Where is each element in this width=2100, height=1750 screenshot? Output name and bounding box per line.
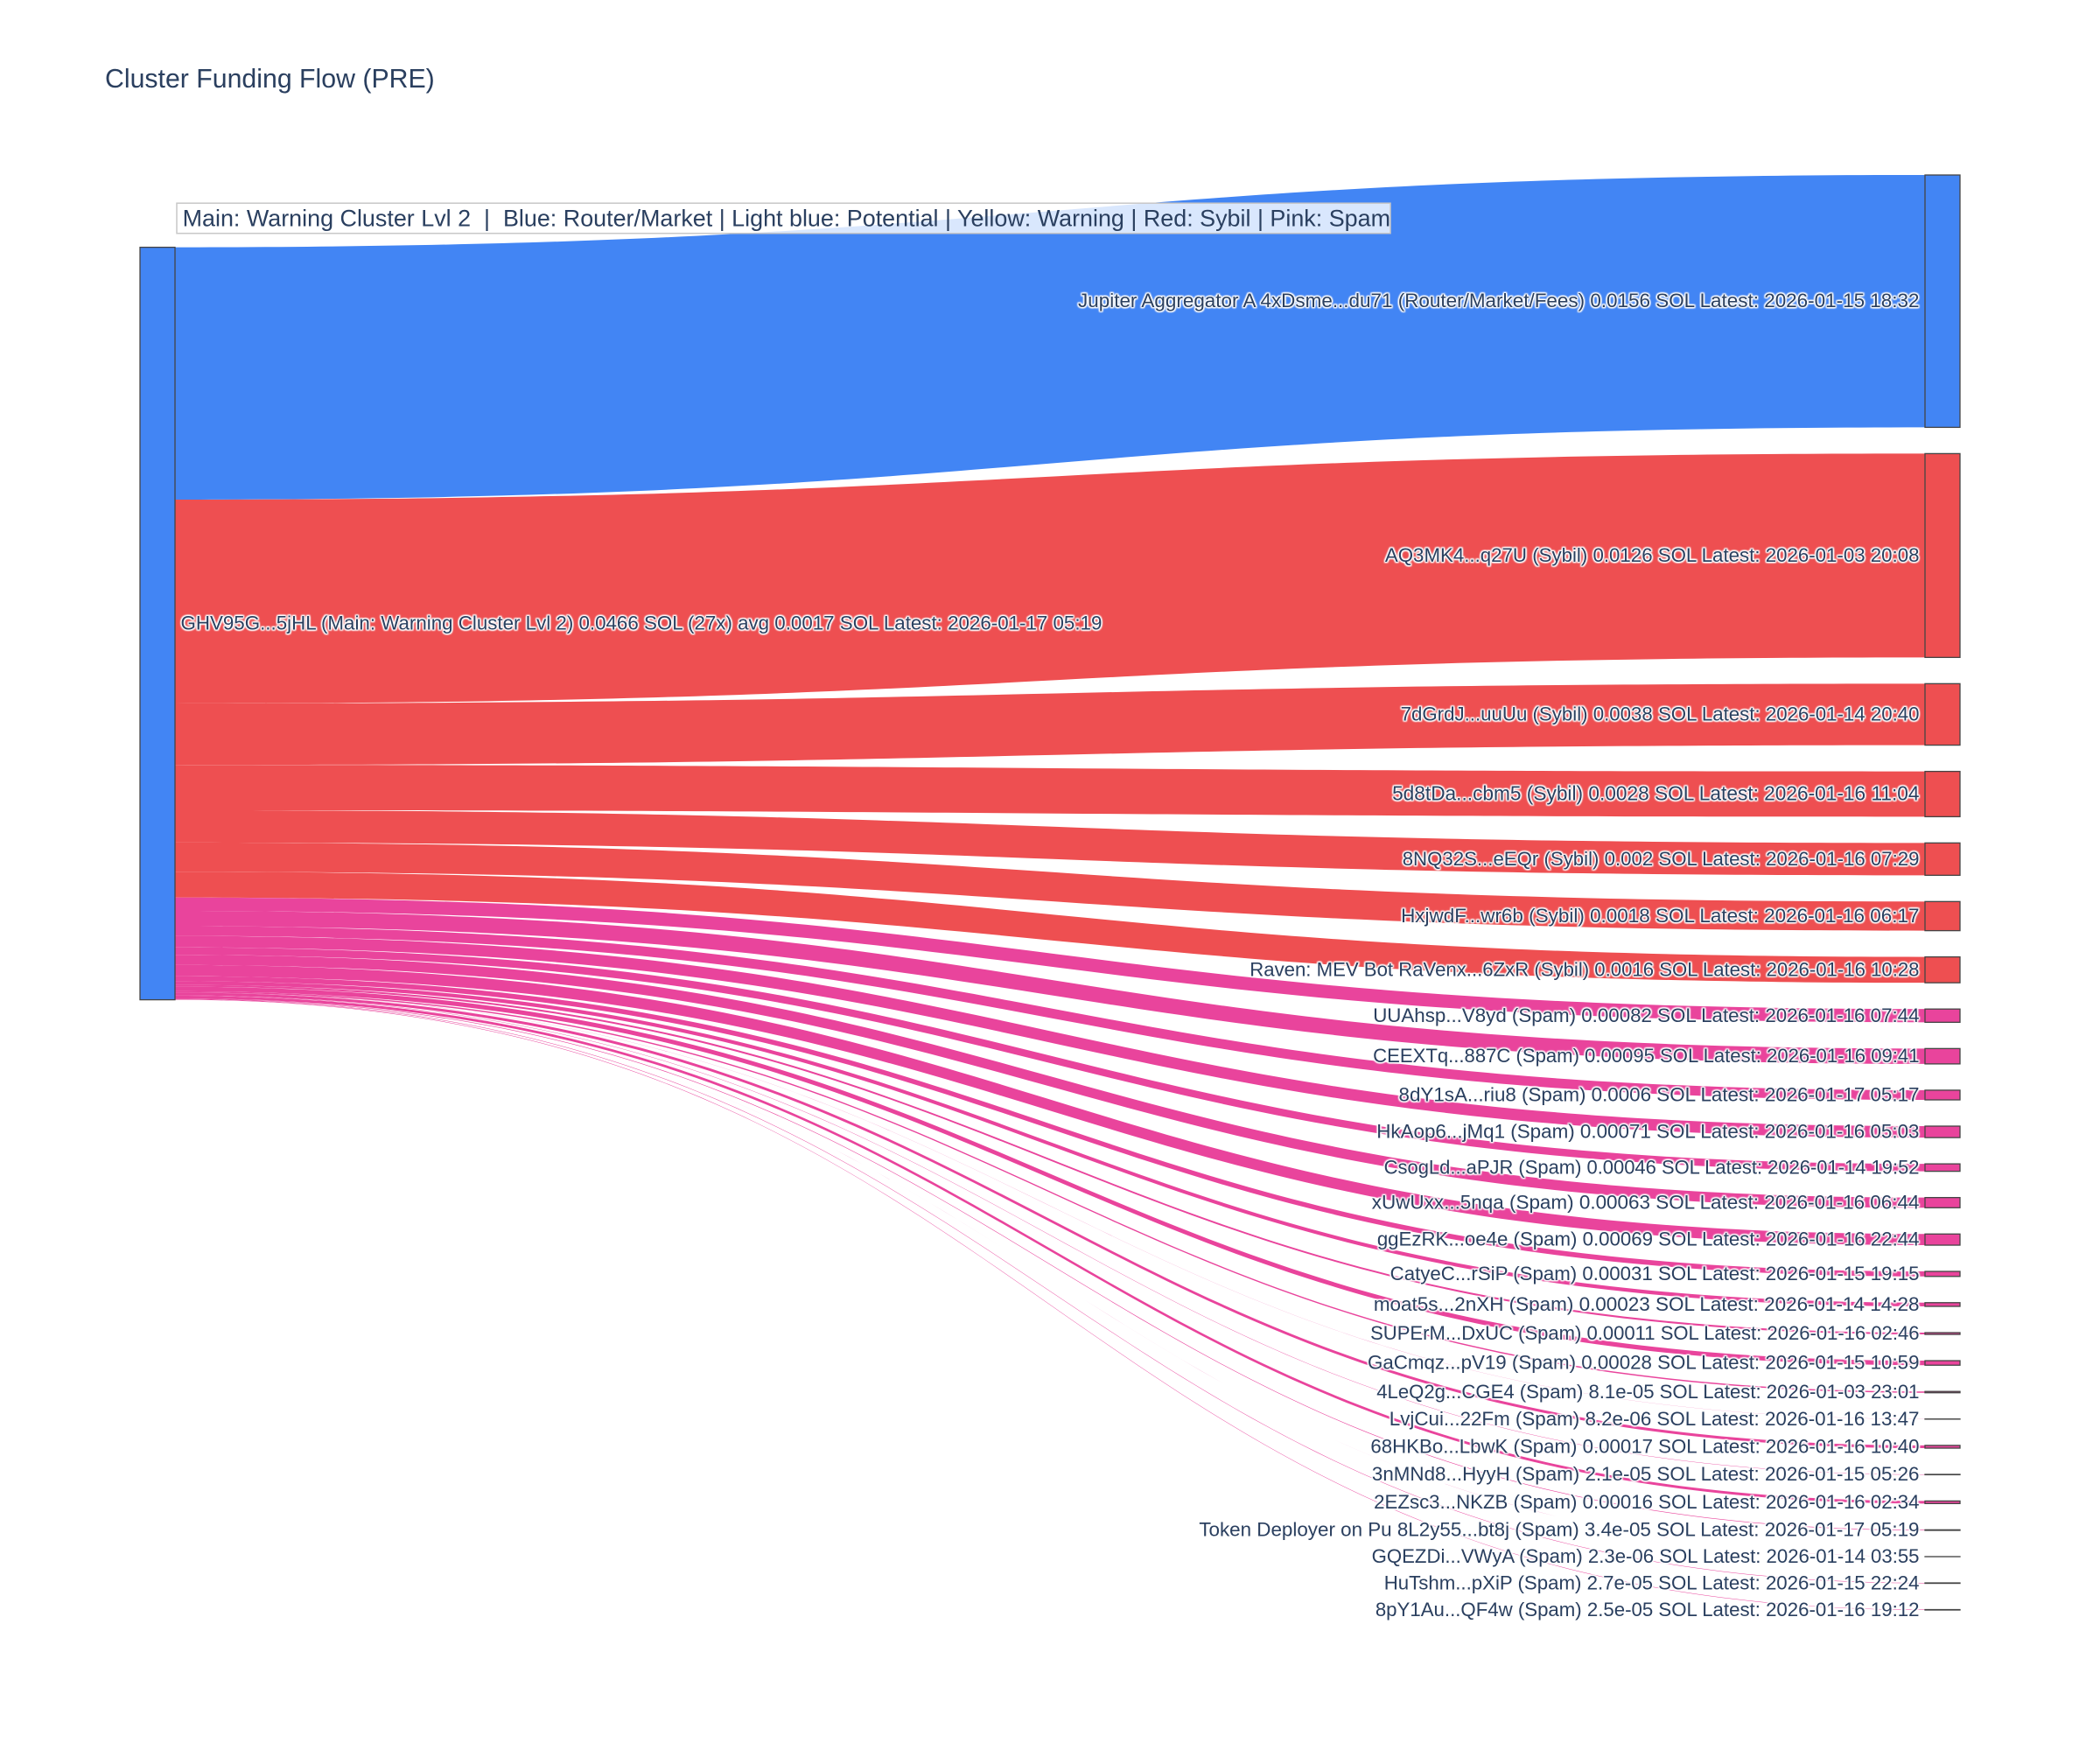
svg-text:SUPErM...DxUC (Spam) 0.00011 S: SUPErM...DxUC (Spam) 0.00011 SOL Latest:…: [1370, 1322, 1919, 1344]
svg-text:8dY1sA...riu8 (Spam) 0.0006 SO: 8dY1sA...riu8 (Spam) 0.0006 SOL Latest: …: [1399, 1083, 1920, 1105]
svg-text:LvjCui...22Fm (Spam) 8.2e-06 S: LvjCui...22Fm (Spam) 8.2e-06 SOL Latest:…: [1390, 1408, 1920, 1430]
svg-text:Token Deployer on Pu 8L2y55...: Token Deployer on Pu 8L2y55...bt8j (Spam…: [1199, 1519, 1919, 1541]
svg-text:3nMNd8...HyyH (Spam) 2.1e-05 S: 3nMNd8...HyyH (Spam) 2.1e-05 SOL Latest:…: [1372, 1463, 1920, 1485]
svg-text:HxjwdF...wr6b (Sybil) 0.0018 S: HxjwdF...wr6b (Sybil) 0.0018 SOL Latest:…: [1401, 905, 1919, 927]
svg-text:GQEZDi...VWyA (Spam) 2.3e-06 S: GQEZDi...VWyA (Spam) 2.3e-06 SOL Latest:…: [1372, 1545, 1920, 1567]
svg-text:xUwUxx...5nqa (Spam) 0.00063 S: xUwUxx...5nqa (Spam) 0.00063 SOL Latest:…: [1372, 1191, 1920, 1213]
svg-text:8NQ32S...eEQr (Sybil) 0.002 SO: 8NQ32S...eEQr (Sybil) 0.002 SOL Latest: …: [1403, 848, 1920, 870]
svg-text:Jupiter Aggregator A 4xDsme...: Jupiter Aggregator A 4xDsme...du71 (Rout…: [1078, 290, 1919, 312]
svg-text:8pY1Au...QF4w (Spam) 2.5e-05 S: 8pY1Au...QF4w (Spam) 2.5e-05 SOL Latest:…: [1376, 1599, 1920, 1620]
svg-text:moat5s...2nXH (Spam) 0.00023 S: moat5s...2nXH (Spam) 0.00023 SOL Latest:…: [1374, 1293, 1920, 1315]
svg-text:CsogLd...aPJR (Spam) 0.00046 S: CsogLd...aPJR (Spam) 0.00046 SOL Latest:…: [1384, 1156, 1920, 1178]
svg-text:68HKBo...LbwK (Spam) 0.00017 S: 68HKBo...LbwK (Spam) 0.00017 SOL Latest:…: [1370, 1435, 1919, 1457]
svg-text:HkAop6...jMq1 (Spam) 0.00071 S: HkAop6...jMq1 (Spam) 0.00071 SOL Latest:…: [1376, 1121, 1919, 1143]
svg-text:4LeQ2g...CGE4 (Spam) 8.1e-05 S: 4LeQ2g...CGE4 (Spam) 8.1e-05 SOL Latest:…: [1376, 1381, 1919, 1403]
svg-text:7dGrdJ...uuUu (Sybil) 0.0038 S: 7dGrdJ...uuUu (Sybil) 0.0038 SOL Latest:…: [1401, 703, 1920, 724]
svg-text:HuTshm...pXiP (Spam) 2.7e-05 S: HuTshm...pXiP (Spam) 2.7e-05 SOL Latest:…: [1384, 1572, 1920, 1593]
svg-text:Raven: MEV Bot RaVenx...6ZxR (: Raven: MEV Bot RaVenx...6ZxR (Sybil) 0.0…: [1250, 958, 1919, 980]
svg-text:GaCmqz...pV19 (Spam) 0.00028 S: GaCmqz...pV19 (Spam) 0.00028 SOL Latest:…: [1368, 1352, 1920, 1374]
svg-text:UUAhsp...V8yd (Spam) 0.00082 S: UUAhsp...V8yd (Spam) 0.00082 SOL Latest:…: [1373, 1004, 1919, 1026]
svg-text:Main: Warning Cluster Lvl 2 |: Main: Warning Cluster Lvl 2 | Blue: Rout…: [183, 206, 1390, 232]
svg-text:2EZsc3...NKZB (Spam) 0.00016 S: 2EZsc3...NKZB (Spam) 0.00016 SOL Latest:…: [1374, 1491, 1919, 1513]
svg-text:Cluster Funding Flow (PRE): Cluster Funding Flow (PRE): [105, 65, 435, 94]
svg-text:CatyeC...rSiP (Spam) 0.00031 S: CatyeC...rSiP (Spam) 0.00031 SOL Latest:…: [1390, 1263, 1920, 1284]
svg-text:ggEzRK...oe4e (Spam) 0.00069 S: ggEzRK...oe4e (Spam) 0.00069 SOL Latest:…: [1377, 1228, 1920, 1250]
svg-text:5d8tDa...cbm5 (Sybil) 0.0028 S: 5d8tDa...cbm5 (Sybil) 0.0028 SOL Latest:…: [1392, 781, 1919, 804]
svg-text:CEEXTq...887C (Spam) 0.00095 S: CEEXTq...887C (Spam) 0.00095 SOL Latest:…: [1373, 1045, 1919, 1067]
svg-text:GHV95G...5jHL (Main: Warning C: GHV95G...5jHL (Main: Warning Cluster Lvl…: [181, 612, 1102, 634]
svg-text:AQ3MK4...q27U (Sybil) 0.0126 S: AQ3MK4...q27U (Sybil) 0.0126 SOL Latest:…: [1385, 544, 1920, 566]
